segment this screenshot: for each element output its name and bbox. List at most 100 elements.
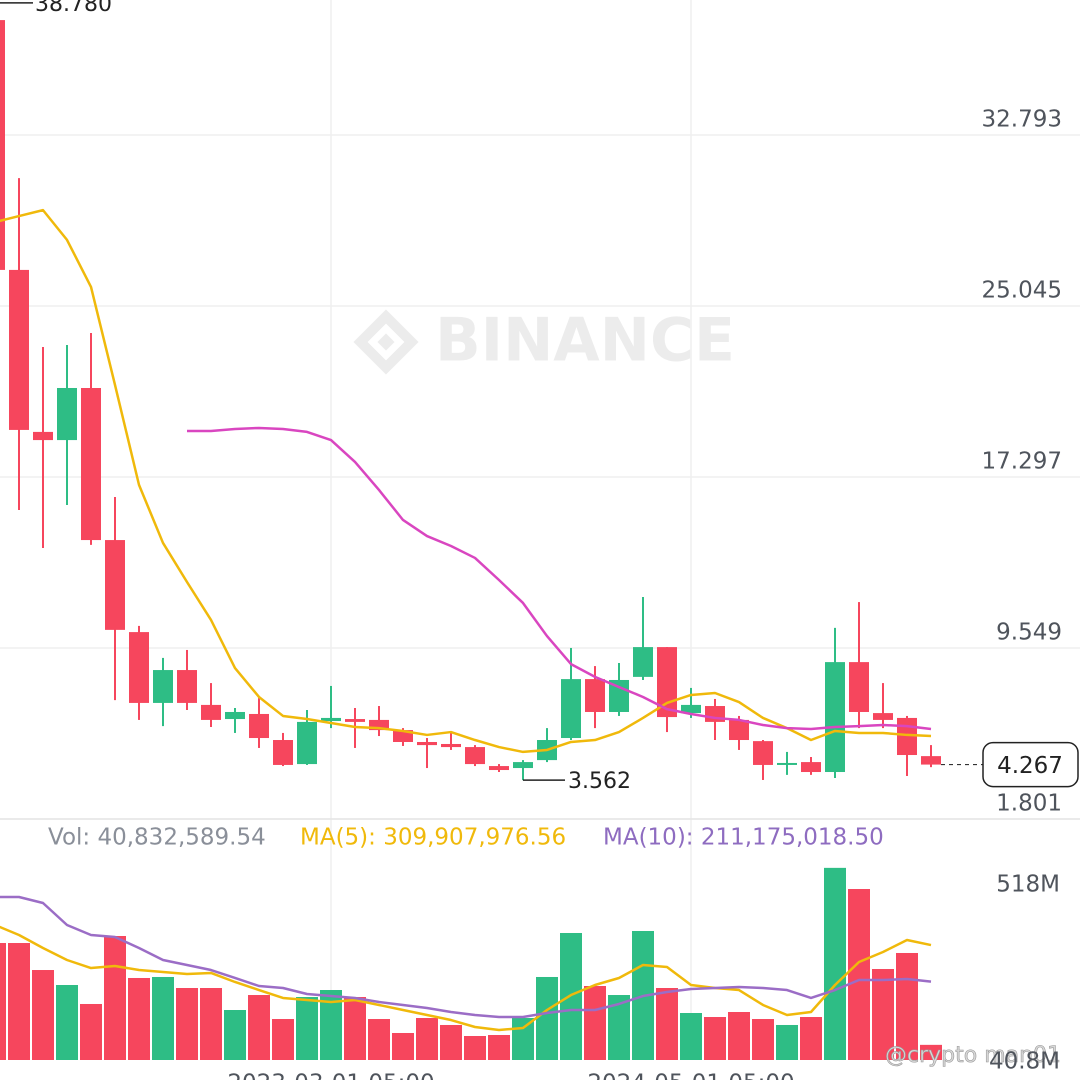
volume-bar — [752, 1019, 774, 1060]
volume-bar — [416, 1018, 438, 1060]
volume-bar — [704, 1017, 726, 1060]
candle-body — [345, 719, 365, 722]
candle-body — [489, 766, 509, 771]
last-price-label: 4.267 — [997, 753, 1063, 779]
candle-body — [153, 670, 173, 703]
ma-line — [187, 426, 932, 731]
volume-bar — [464, 1036, 486, 1060]
max-label: 38.780 — [35, 0, 112, 17]
candle-body — [81, 387, 101, 541]
candle-body — [417, 741, 437, 746]
candle-body — [9, 269, 29, 430]
candle-body — [657, 647, 677, 718]
volume-bar — [32, 970, 54, 1060]
volume-bar — [656, 988, 678, 1060]
volume-bar — [56, 985, 78, 1060]
candle-body — [873, 713, 893, 720]
volume-bar — [152, 976, 174, 1060]
candle-body — [177, 670, 197, 703]
y-tick-label: 17.297 — [982, 449, 1062, 475]
candle-body — [801, 762, 821, 773]
candle-body — [321, 717, 341, 722]
y-tick-label: 1.801 — [996, 791, 1062, 817]
volume-bar — [512, 1018, 534, 1060]
volume-bar — [128, 977, 150, 1060]
candle-body — [273, 740, 293, 765]
volume-bar — [200, 988, 222, 1060]
volume-bar — [80, 1003, 102, 1060]
volume-bar — [536, 976, 558, 1060]
volume-tick-label: 40.8M — [989, 1048, 1060, 1074]
candle-body — [297, 721, 317, 765]
ma10-legend: MA(10): 211,175,018.50 — [603, 825, 884, 851]
volume-bar — [320, 990, 342, 1060]
ma-line — [0, 208, 932, 754]
watermark-logo — [353, 309, 419, 375]
volume-bar — [0, 943, 6, 1060]
x-tick-label: 2024-05-01 05:00 — [587, 1071, 794, 1080]
candle-body — [465, 747, 485, 765]
volume-bar — [800, 1017, 822, 1060]
volume-bar — [776, 1024, 798, 1060]
volume-bar — [8, 943, 30, 1060]
candle-body — [777, 762, 797, 765]
y-tick-label: 25.045 — [982, 278, 1062, 304]
candle-body — [921, 756, 941, 765]
volume-bar — [176, 988, 198, 1060]
credit: @crypto man01 — [885, 1043, 1061, 1068]
candle-body — [57, 387, 77, 441]
candle-body — [681, 704, 701, 714]
volume-bar — [296, 997, 318, 1060]
volume-bar — [608, 995, 630, 1060]
volume-bar — [824, 867, 846, 1060]
candle-body — [441, 743, 461, 748]
volume-ma-line — [0, 895, 932, 1019]
volume-tick-label: 518M — [996, 871, 1060, 897]
candle-body — [633, 647, 653, 677]
volume-bar — [872, 969, 894, 1060]
watermark: BINANCE — [435, 306, 735, 376]
volume-bar — [224, 1010, 246, 1060]
candle-body — [561, 679, 581, 739]
marks — [0, 20, 942, 1060]
candle-body — [585, 679, 605, 712]
volume-bar — [368, 1019, 390, 1060]
volume-bar — [344, 997, 366, 1060]
candle-body — [249, 713, 269, 739]
candle-body — [201, 704, 221, 720]
volume-legend: Vol: 40,832,589.54 — [48, 825, 266, 851]
volume-bar — [272, 1019, 294, 1060]
candle-body — [513, 762, 533, 769]
last-price-box — [982, 741, 1079, 788]
y-tick-label: 32.793 — [982, 107, 1062, 133]
volume-bar — [104, 936, 126, 1060]
candle-body — [825, 662, 845, 773]
volume-bar — [440, 1024, 462, 1060]
candle-body — [393, 730, 413, 742]
volume-bar — [680, 1013, 702, 1060]
min-label: 3.562 — [568, 769, 631, 794]
candle-body — [369, 719, 389, 731]
candle-body — [0, 20, 5, 270]
volume-bar — [584, 986, 606, 1060]
volume-bar — [392, 1032, 414, 1060]
ma5-legend: MA(5): 309,907,976.56 — [300, 825, 566, 851]
y-tick-label: 9.549 — [996, 620, 1062, 646]
candle-body — [225, 711, 245, 720]
volume-bar — [248, 995, 270, 1060]
volume-bar — [488, 1035, 510, 1060]
volume-bar — [728, 1012, 750, 1060]
volume-bar — [920, 1044, 942, 1060]
candle-body — [849, 662, 869, 712]
candle-body — [729, 719, 749, 741]
candle-body — [753, 741, 773, 765]
candle-body — [33, 431, 53, 441]
candle-body — [129, 632, 149, 703]
x-tick-label: 2023-03-01 05:00 — [227, 1071, 434, 1080]
candle-body — [105, 540, 125, 630]
volume-bar — [848, 889, 870, 1060]
volume-bar — [560, 932, 582, 1060]
volume-ma-line — [0, 925, 932, 1032]
